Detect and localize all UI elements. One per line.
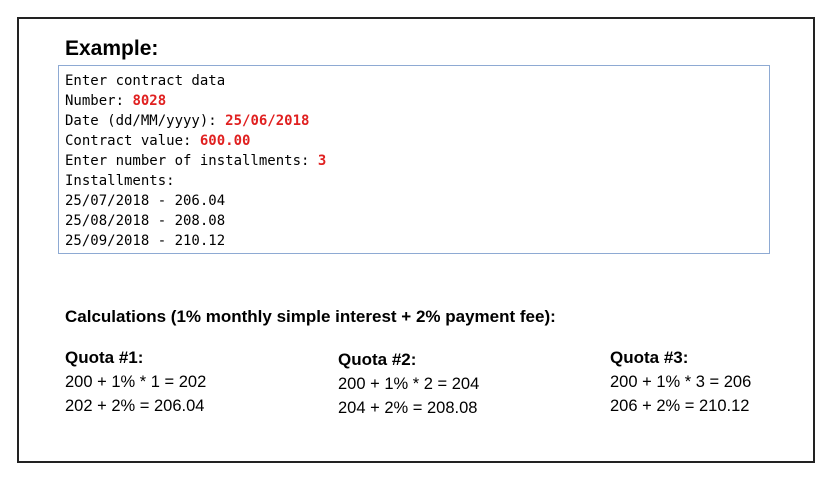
quota-title: Quota #3:: [610, 348, 689, 367]
quota-fee-line: 202 + 2% = 206.04: [65, 397, 205, 415]
quota-block-3: Quota #3: 200 + 1% * 3 = 206 206 + 2% = …: [610, 346, 751, 418]
console-line-label: 25/07/2018 - 206.04: [65, 193, 226, 209]
example-frame: [17, 17, 815, 463]
quota-interest-line: 200 + 1% * 3 = 206: [610, 373, 752, 391]
console-output: Enter contract data Number: 8028 Date (d…: [58, 65, 770, 254]
console-line: 25/07/2018 - 206.04: [65, 191, 769, 211]
quota-interest-line: 200 + 1% * 1 = 202: [65, 373, 207, 391]
quota-interest-line: 200 + 1% * 2 = 204: [338, 375, 480, 393]
example-heading: Example:: [65, 37, 159, 60]
console-input-value: 600.00: [199, 133, 251, 149]
calculations-title: Calculations (1% monthly simple interest…: [65, 307, 556, 326]
quota-fee-line: 206 + 2% = 210.12: [610, 397, 750, 415]
console-line: Date (dd/MM/yyyy): 25/06/2018: [65, 111, 769, 131]
console-line-label: 25/08/2018 - 208.08: [65, 213, 226, 229]
console-line: Contract value: 600.00: [65, 131, 769, 151]
console-line-label: Enter number of installments:: [65, 153, 318, 169]
console-line-label: Number:: [65, 93, 133, 109]
quota-title: Quota #2:: [338, 350, 417, 369]
console-line: 25/08/2018 - 208.08: [65, 211, 769, 231]
quota-title: Quota #1:: [65, 348, 144, 367]
quota-block-2: Quota #2: 200 + 1% * 2 = 204 204 + 2% = …: [338, 348, 479, 420]
quota-block-1: Quota #1: 200 + 1% * 1 = 202 202 + 2% = …: [65, 346, 206, 418]
console-line-label: Date (dd/MM/yyyy):: [65, 113, 226, 129]
console-line: Enter number of installments: 3: [65, 151, 769, 171]
console-line-label: Enter contract data: [65, 73, 226, 89]
console-line: Installments:: [65, 171, 769, 191]
console-input-value: 25/06/2018: [225, 113, 310, 129]
console-line: Enter contract data: [65, 71, 769, 91]
console-input-value: 8028: [132, 93, 167, 109]
console-line: Number: 8028: [65, 91, 769, 111]
console-line-label: 25/09/2018 - 210.12: [65, 233, 226, 249]
console-input-value: 3: [317, 153, 327, 169]
console-line: 25/09/2018 - 210.12: [65, 231, 769, 251]
quota-fee-line: 204 + 2% = 208.08: [338, 399, 478, 417]
console-line-label: Installments:: [65, 173, 175, 189]
console-line-label: Contract value:: [65, 133, 200, 149]
